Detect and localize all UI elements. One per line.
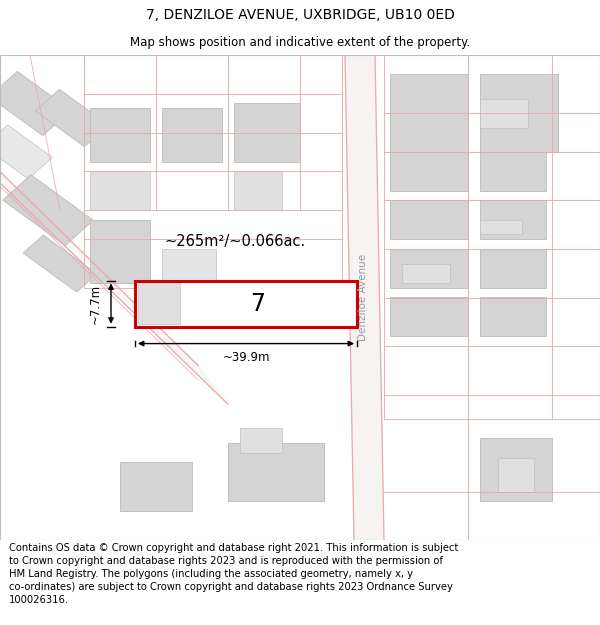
Bar: [480, 298, 546, 336]
Text: 7: 7: [251, 291, 265, 316]
Bar: [480, 152, 546, 191]
Bar: [162, 249, 216, 283]
Bar: [390, 298, 468, 336]
Bar: [498, 458, 534, 491]
Bar: [228, 443, 324, 501]
Bar: [0, 71, 71, 136]
Bar: [0, 125, 52, 179]
Bar: [35, 89, 109, 147]
Bar: [390, 74, 468, 152]
Bar: [480, 74, 558, 152]
Bar: [480, 249, 546, 288]
Bar: [390, 152, 468, 191]
Text: Denziloe Avenue: Denziloe Avenue: [358, 254, 368, 341]
Bar: [402, 264, 450, 283]
Bar: [234, 171, 282, 210]
Polygon shape: [345, 55, 384, 540]
Bar: [90, 108, 150, 162]
Bar: [138, 283, 180, 324]
Bar: [480, 438, 552, 501]
Bar: [90, 220, 150, 283]
Bar: [23, 235, 97, 292]
Bar: [3, 175, 93, 246]
Bar: [480, 99, 528, 127]
Bar: [480, 220, 522, 234]
Text: 7, DENZILOE AVENUE, UXBRIDGE, UB10 0ED: 7, DENZILOE AVENUE, UXBRIDGE, UB10 0ED: [146, 8, 454, 22]
Bar: [90, 171, 150, 210]
Text: ~7.7m: ~7.7m: [89, 284, 102, 324]
Bar: [240, 429, 282, 452]
Text: ~39.9m: ~39.9m: [222, 351, 270, 364]
Text: ~265m²/~0.066ac.: ~265m²/~0.066ac.: [165, 234, 306, 249]
Bar: [390, 201, 468, 239]
Text: Contains OS data © Crown copyright and database right 2021. This information is : Contains OS data © Crown copyright and d…: [9, 542, 458, 606]
Bar: [135, 281, 357, 327]
Text: Map shows position and indicative extent of the property.: Map shows position and indicative extent…: [130, 36, 470, 49]
Bar: [390, 249, 468, 288]
Bar: [480, 201, 546, 239]
Bar: [120, 462, 192, 511]
Bar: [234, 104, 300, 162]
Polygon shape: [0, 142, 228, 404]
Bar: [162, 108, 222, 162]
